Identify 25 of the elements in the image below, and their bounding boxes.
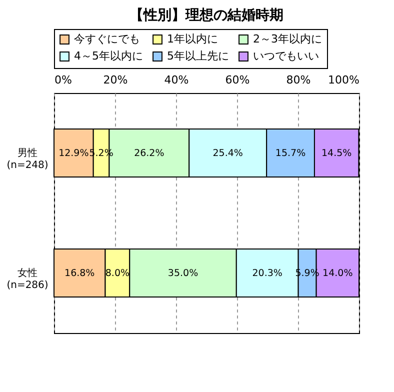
x-tick-label: 100%: [328, 74, 360, 86]
legend-label: 1年以内に: [167, 32, 218, 46]
data-label: 12.9%: [58, 148, 89, 159]
legend-label: 4～5年以内に: [74, 50, 143, 62]
data-label: 14.5%: [321, 148, 352, 159]
data-label: 25.4%: [212, 148, 243, 159]
y-tick-label: 女性 (n=286): [6, 267, 48, 291]
data-label: 16.8%: [64, 268, 95, 279]
legend-label: 今すぐにでも: [74, 32, 140, 46]
chart-title: 【性別】理想の結婚時期: [130, 8, 284, 24]
x-tick-label: 40%: [164, 74, 189, 86]
x-tick-label: 60%: [225, 74, 250, 86]
data-label: 15.7%: [275, 148, 306, 159]
legend-label: 5年以上先に: [167, 50, 229, 62]
legend-label: 2～3年以内に: [253, 32, 322, 46]
x-tick-label: 80%: [286, 74, 311, 86]
data-label: 20.3%: [252, 268, 282, 279]
x-tick-label: 20%: [103, 74, 128, 86]
legend-label: いつでもいい: [253, 50, 319, 62]
y-tick-label: 男性 (n=248): [6, 147, 48, 171]
data-label: 35.0%: [168, 268, 198, 279]
data-label: 26.2%: [134, 148, 164, 159]
data-label: 14.0%: [322, 268, 353, 279]
x-tick-label: 0%: [54, 74, 72, 86]
data-label: 8.0%: [105, 268, 130, 279]
